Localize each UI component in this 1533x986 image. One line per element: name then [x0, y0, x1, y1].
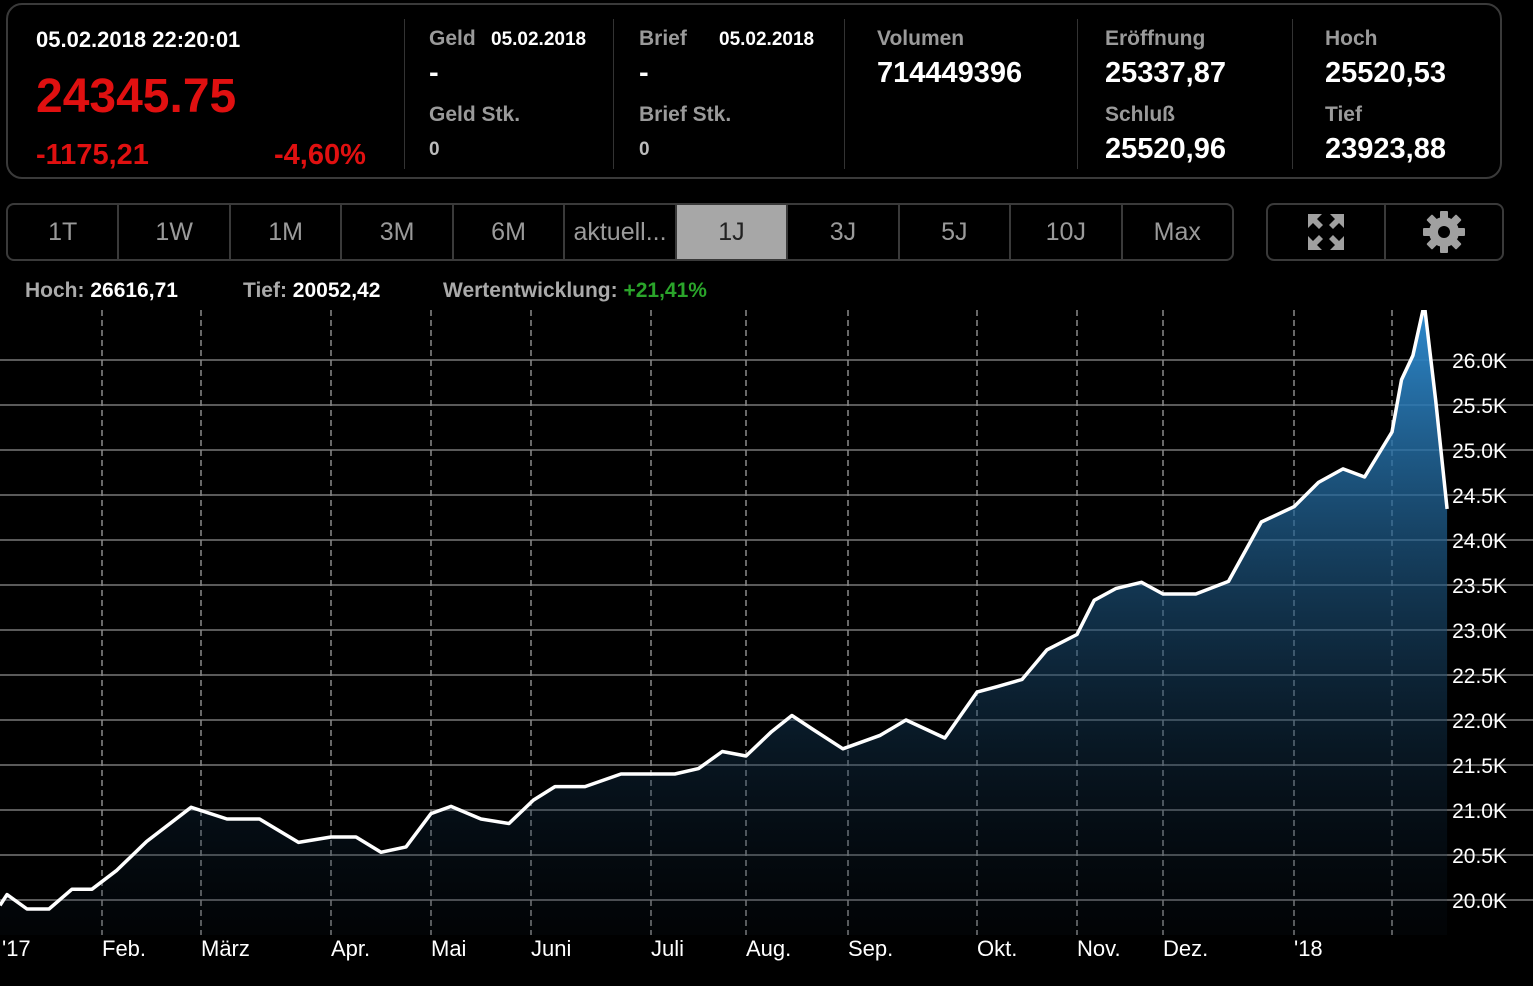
x-tick-label: Nov. — [1077, 936, 1121, 961]
series-line — [0, 310, 1449, 911]
y-tick-label: 26.0K — [1452, 350, 1507, 373]
volume-label: Volumen — [877, 27, 965, 50]
tab-6m[interactable]: 6M — [454, 205, 566, 259]
high-low-block: Hoch 25520,53 Tief 23923,88 — [1293, 5, 1500, 177]
brief-stk-label: Brief Stk. — [639, 103, 732, 126]
brief-date: 05.02.2018 — [719, 29, 815, 50]
divider — [1292, 19, 1293, 169]
performance: Wertentwicklung: +21,41% — [443, 279, 707, 303]
tab-aktuell[interactable]: aktuell... — [565, 205, 677, 259]
geld-label: Geld — [429, 27, 476, 50]
tab-1m[interactable]: 1M — [231, 205, 343, 259]
y-tick-label: 22.5K — [1452, 665, 1507, 688]
price-chart: 20.0K 20.5K 21.0K 21.5K 22.0K 22.5K 23.0K 23.5K… — [0, 310, 1533, 961]
tab-1j[interactable]: 1J — [676, 205, 789, 259]
x-tick-label: Juli — [651, 936, 684, 961]
divider — [1077, 19, 1078, 169]
tab-1t[interactable]: 1T — [8, 205, 120, 259]
tab-3m[interactable]: 3M — [342, 205, 454, 259]
tab-10j[interactable]: 10J — [1011, 205, 1123, 259]
brief-label: Brief — [639, 27, 687, 50]
last-price: 24345.75 — [36, 70, 237, 123]
period-high: Hoch: 26616,71 — [25, 279, 178, 303]
quote-timestamp: 05.02.2018 22:20:01 — [36, 27, 241, 52]
y-tick-label: 21.5K — [1452, 755, 1507, 778]
gear-icon — [1423, 211, 1465, 253]
geld-date: 05.02.2018 — [491, 29, 587, 50]
tab-max[interactable]: Max — [1153, 217, 1201, 246]
brief-stk-value: 0 — [639, 139, 650, 160]
open-label: Eröffnung — [1105, 27, 1206, 50]
open-value: 25337,87 — [1105, 57, 1226, 89]
period-low-value: 20052,42 — [292, 279, 381, 302]
performance-value: +21,41% — [623, 279, 707, 302]
low-value: 23923,88 — [1325, 133, 1446, 165]
price-block: 05.02.2018 22:20:01 24345.75 -1175,21 -4… — [8, 5, 404, 177]
period-low: Tief: 20052,42 — [243, 279, 380, 303]
brief-value: - — [639, 57, 649, 89]
y-tick-label: 25.0K — [1452, 440, 1507, 463]
x-tick-label: Apr. — [331, 936, 370, 961]
expand-icon — [1308, 214, 1344, 250]
y-tick-label: 24.0K — [1452, 530, 1507, 553]
tab-1w[interactable]: 1W — [119, 205, 231, 259]
series-area — [0, 310, 1448, 935]
volume-block: Volumen 714449396 — [845, 5, 1077, 177]
price-change: -1175,21 — [36, 139, 149, 171]
high-value: 25520,53 — [1325, 57, 1446, 89]
x-tick-label: Juni — [531, 936, 571, 961]
y-tick-label: 20.5K — [1452, 845, 1507, 868]
period-high-label: Hoch: — [25, 279, 85, 302]
y-tick-label: 24.5K — [1452, 485, 1507, 508]
x-tick-label: '17 — [2, 936, 31, 961]
x-tick-label: Sep. — [848, 936, 893, 961]
fullscreen-button[interactable] — [1268, 205, 1386, 259]
y-tick-label: 25.5K — [1452, 395, 1507, 418]
tab-5j[interactable]: 5J — [900, 205, 1012, 259]
brief-block: Brief 05.02.2018 - Brief Stk. 0 — [614, 5, 844, 177]
volume-value: 714449396 — [877, 57, 1023, 89]
close-value: 25520,96 — [1105, 133, 1226, 165]
period-high-value: 26616,71 — [90, 279, 178, 302]
x-tick-label: Okt. — [977, 936, 1017, 961]
period-low-label: Tief: — [243, 279, 287, 302]
open-close-block: Eröffnung 25337,87 Schluß 25520,96 — [1078, 5, 1292, 177]
divider — [404, 19, 405, 169]
period-tabs: 1T 1W 1M 3M 6M aktuell... 1J 3J 5J 10J M… — [6, 203, 1234, 261]
low-label: Tief — [1325, 103, 1362, 126]
x-tick-label: März — [201, 936, 250, 961]
high-label: Hoch — [1325, 27, 1378, 50]
y-tick-label: 23.5K — [1452, 575, 1507, 598]
x-tick-label: Aug. — [746, 936, 791, 961]
x-tick-label: Mai — [431, 936, 466, 961]
geld-stk-label: Geld Stk. — [429, 103, 521, 126]
y-tick-label: 20.0K — [1452, 890, 1507, 913]
y-tick-label: 21.0K — [1452, 800, 1507, 823]
chart-tools — [1266, 203, 1504, 261]
tab-3j[interactable]: 3J — [788, 205, 900, 259]
y-tick-label: 22.0K — [1452, 710, 1507, 733]
close-label: Schluß — [1105, 103, 1176, 126]
quote-panel: 05.02.2018 22:20:01 24345.75 -1175,21 -4… — [6, 3, 1502, 179]
divider — [613, 19, 614, 169]
price-change-percent: -4,60% — [274, 139, 366, 171]
geld-block: Geld 05.02.2018 - Geld Stk. 0 — [405, 5, 613, 177]
geld-value: - — [429, 57, 439, 89]
performance-label: Wertentwicklung: — [443, 279, 618, 302]
settings-button[interactable] — [1386, 205, 1502, 259]
divider — [844, 19, 845, 169]
y-tick-label: 23.0K — [1452, 620, 1507, 643]
x-tick-label: '18 — [1294, 936, 1323, 961]
x-tick-label: Feb. — [102, 936, 146, 961]
x-tick-label: Dez. — [1163, 936, 1208, 961]
geld-stk-value: 0 — [429, 139, 440, 160]
